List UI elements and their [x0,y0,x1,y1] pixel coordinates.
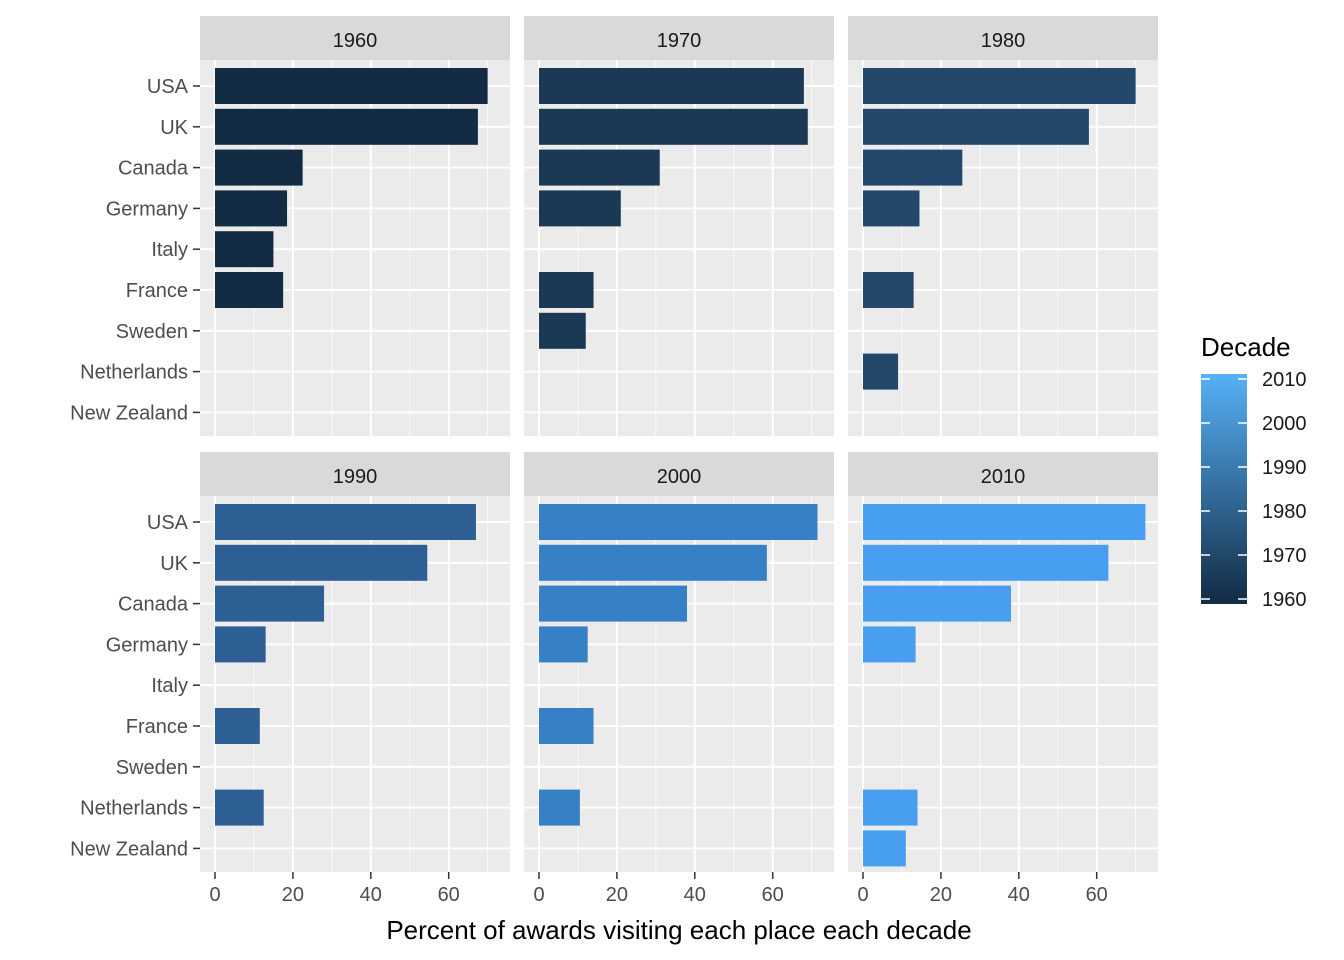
bar-2000-france [539,708,594,744]
facet-strip [524,16,834,60]
x-tick-label: 0 [857,884,868,906]
facet-strip-label: 1990 [333,466,378,488]
bar-1990-uk [215,544,428,581]
y-tick-label: France [126,280,188,302]
y-tick-label: Canada [118,594,189,616]
facet-strip-label: 1980 [981,30,1026,52]
x-tick-label: 40 [360,884,382,906]
y-tick-label: USA [147,512,189,534]
facet-strip [200,452,510,496]
panels-layer: 1960 1970 1980 1990 2000 2010 [200,16,1158,872]
y-axis: USA UK Canada Germany Italy France Sweden Nethe… [70,76,200,860]
bar-1960-germany [215,190,288,227]
facet-strip [848,452,1158,496]
bar-2000-germany [539,626,588,663]
legend-colorbar [1201,374,1247,604]
facet-strip [524,452,834,496]
facet-panel-2010: 2010 [848,452,1158,872]
facet-strip-label: 1960 [333,30,378,52]
bar-1980-germany [863,190,920,227]
facet-strip [200,16,510,60]
bar-1980-usa [863,68,1136,104]
facet-panel-1960: 1960 [200,16,510,436]
facet-panel-1980: 1980 [848,16,1158,436]
bar-2010-netherlands [863,789,918,826]
bar-2010-usa [863,504,1146,540]
bar-1960-italy [215,231,274,268]
bar-2000-uk [539,544,767,581]
bar-1980-netherlands [863,353,899,390]
y-tick-label: New Zealand [70,838,188,860]
bar-2010-new-zealand [863,830,906,867]
bar-2000-usa [539,504,818,540]
facet-panel-2000: 2000 [524,452,834,872]
bar-1970-france [539,272,594,308]
legend-tick-label: 1990 [1262,457,1307,479]
y-tick-label: Germany [106,634,188,656]
y-tick-label: Italy [151,239,188,261]
x-tick-label: 0 [209,884,220,906]
y-tick-label: UK [160,117,188,139]
bar-1990-canada [215,585,325,622]
bar-2000-netherlands [539,789,580,826]
x-tick-label: 60 [438,884,460,906]
legend-tick-label: 1960 [1262,589,1307,611]
legend-tick-label: 1970 [1262,545,1307,567]
x-tick-label: 60 [762,884,784,906]
bar-1970-canada [539,149,660,186]
legend: Decade 1960 1970 1980 1990 2000 2010 [1201,332,1307,611]
x-tick-label: 40 [1008,884,1030,906]
legend-tick-label: 2010 [1262,369,1307,391]
bar-1960-france [215,272,284,308]
y-tick-label: Sweden [116,321,188,343]
x-tick-label: 20 [930,884,952,906]
bar-1990-netherlands [215,789,264,826]
bar-2010-canada [863,585,1012,622]
x-tick-label: 0 [533,884,544,906]
y-tick-label: Sweden [116,757,188,779]
legend-tick-label: 1980 [1262,501,1307,523]
bar-1970-sweden [539,312,586,349]
y-tick-label: USA [147,76,189,98]
facet-strip-label: 2000 [657,466,702,488]
y-tick-label: New Zealand [70,402,188,424]
y-tick-label: UK [160,553,188,575]
bar-1990-usa [215,504,476,540]
y-tick-label: Canada [118,158,189,180]
bar-1980-france [863,272,914,308]
bar-2000-canada [539,585,688,622]
bar-1990-germany [215,626,266,663]
y-tick-label: Netherlands [80,362,188,384]
bar-1960-canada [215,149,303,186]
y-tick-label: Italy [151,675,188,697]
bar-1990-france [215,708,260,744]
bar-1960-usa [215,68,488,104]
x-tick-label: 60 [1086,884,1108,906]
x-axis: 0 20 40 60 0 20 40 60 0 20 40 60 [209,872,1108,906]
bar-2010-uk [863,544,1109,581]
legend-tick-label: 2000 [1262,413,1307,435]
facet-panel-1970: 1970 [524,16,834,436]
bar-1980-canada [863,149,963,186]
y-tick-label: France [126,716,188,738]
bar-1970-usa [539,68,804,104]
legend-ticks: 1960 1970 1980 1990 2000 2010 [1201,369,1307,611]
x-tick-label: 20 [606,884,628,906]
y-tick-label: Germany [106,198,188,220]
x-tick-label: 20 [282,884,304,906]
legend-title: Decade [1201,332,1291,362]
bar-2010-germany [863,626,916,663]
facet-strip [848,16,1158,60]
facet-strip-label: 1970 [657,30,702,52]
x-tick-label: 40 [684,884,706,906]
y-tick-label: Netherlands [80,798,188,820]
bar-1970-germany [539,190,621,227]
facet-panel-1990: 1990 [200,452,510,872]
x-axis-title: Percent of awards visiting each place ea… [386,915,971,945]
bar-1970-uk [539,108,808,145]
bar-1980-uk [863,108,1089,145]
bar-1960-uk [215,108,478,145]
facet-strip-label: 2010 [981,466,1026,488]
